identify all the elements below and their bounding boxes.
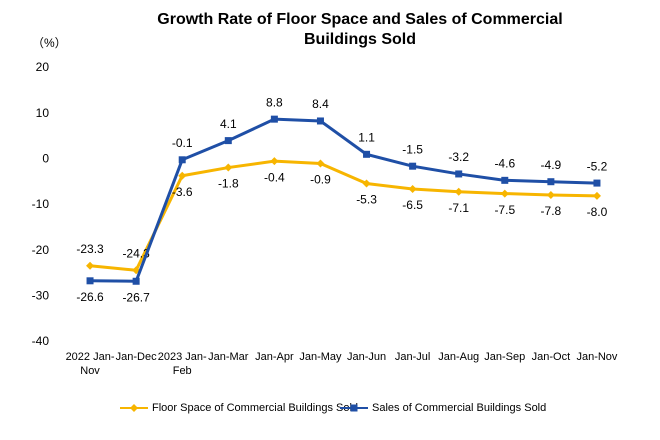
data-label: -8.0 xyxy=(587,205,608,219)
data-label: -7.8 xyxy=(541,204,562,218)
x-tick-label: Jan-Apr xyxy=(255,351,294,363)
x-tick-label: 2023 Jan-Feb xyxy=(157,351,207,377)
series-line xyxy=(89,159,597,272)
point xyxy=(363,150,371,158)
x-tick-label: Jan-May xyxy=(299,351,342,363)
data-label: -3.6 xyxy=(172,185,193,199)
point xyxy=(546,190,555,199)
point xyxy=(593,179,601,187)
legend-label: Sales of Commercial Buildings Sold xyxy=(372,402,546,414)
y-tick-label: -30 xyxy=(32,289,50,303)
data-label: -5.3 xyxy=(356,193,377,207)
data-label: 8.4 xyxy=(312,97,329,111)
x-tick-label: Jan-Sep xyxy=(484,351,526,363)
point xyxy=(86,277,94,285)
data-label: 8.8 xyxy=(266,95,283,109)
x-tick-label: Jan-Oct xyxy=(531,351,571,363)
point xyxy=(547,178,555,186)
point xyxy=(500,189,509,198)
data-label: -1.8 xyxy=(218,177,239,191)
data-label: -6.5 xyxy=(402,198,423,212)
series-line xyxy=(90,117,598,283)
x-tick-label: Jan-Mar xyxy=(208,351,249,363)
point xyxy=(178,156,186,164)
point xyxy=(362,179,371,188)
point xyxy=(501,176,509,184)
point xyxy=(316,117,324,125)
y-tick-label: 10 xyxy=(36,106,50,120)
point xyxy=(224,137,232,145)
point xyxy=(592,191,601,200)
point xyxy=(224,163,233,172)
y-tick-label: -10 xyxy=(32,197,50,211)
point xyxy=(270,115,278,123)
data-label: -0.9 xyxy=(310,173,331,187)
point xyxy=(408,185,417,194)
data-label: -5.2 xyxy=(587,159,608,173)
x-tick-label: Jan-Aug xyxy=(438,351,480,363)
data-label: -24.3 xyxy=(122,246,150,260)
point xyxy=(409,162,417,170)
y-tick-label: 0 xyxy=(42,152,49,166)
legend-marker xyxy=(350,404,358,412)
y-tick-label: -40 xyxy=(32,334,50,348)
point xyxy=(455,170,463,178)
point xyxy=(316,159,325,168)
point xyxy=(270,157,279,166)
data-label: 1.1 xyxy=(358,130,375,144)
data-label: -4.9 xyxy=(541,158,562,172)
y-tick-label: 20 xyxy=(36,60,50,74)
point xyxy=(178,171,187,180)
legend-marker xyxy=(130,404,138,412)
x-tick-label: Jan-Jun xyxy=(346,351,387,363)
x-tick-label: Jan-Dec xyxy=(115,351,157,363)
x-tick-label: Jan-Jul xyxy=(394,351,431,363)
data-label: -0.4 xyxy=(264,170,285,184)
data-label: 4.1 xyxy=(220,117,237,131)
data-label: -26.6 xyxy=(76,290,104,304)
chart-title: Growth Rate of Floor Space and Sales of … xyxy=(157,11,563,48)
data-label: -7.1 xyxy=(448,201,469,215)
y-axis-label: （%） xyxy=(32,36,67,50)
data-label: -7.5 xyxy=(494,203,515,217)
data-label: -0.1 xyxy=(172,136,193,150)
data-label: -1.5 xyxy=(402,142,423,156)
data-label: -26.7 xyxy=(122,290,150,304)
data-label: -3.2 xyxy=(448,150,469,164)
data-label: -4.6 xyxy=(494,157,515,171)
x-tick-label: 2022 Jan-Nov xyxy=(65,351,115,377)
legend-label: Floor Space of Commercial Buildings Sold xyxy=(152,402,358,414)
y-tick-label: -20 xyxy=(32,243,50,257)
point xyxy=(132,277,140,285)
data-label: -23.3 xyxy=(76,242,104,256)
x-tick-label: Jan-Nov xyxy=(576,351,618,363)
point xyxy=(86,261,95,270)
point xyxy=(454,187,463,196)
